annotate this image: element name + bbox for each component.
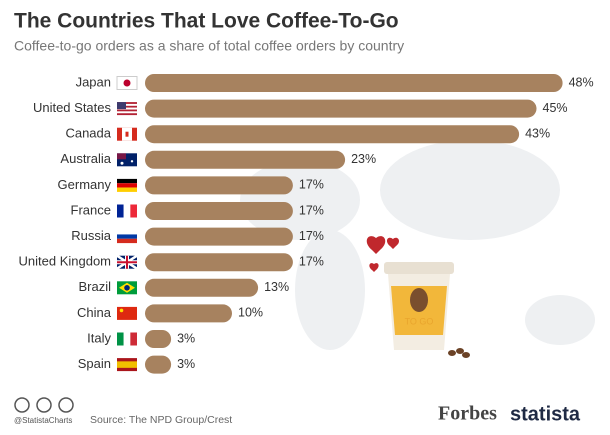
flag — [117, 178, 137, 184]
value-label: 23% — [351, 152, 376, 166]
bar — [145, 99, 537, 118]
flag — [117, 102, 126, 110]
flag — [117, 113, 137, 116]
value-label: 10% — [238, 306, 263, 320]
bar — [145, 227, 293, 246]
category-label: United States — [33, 100, 112, 115]
flag — [117, 102, 137, 104]
cup-label: TO GO — [405, 316, 434, 326]
value-label: 17% — [299, 178, 324, 192]
category-label: China — [77, 305, 112, 320]
flag — [117, 103, 137, 106]
flag — [130, 332, 137, 346]
source: Source: The NPD Group/Crest — [90, 414, 232, 426]
flag — [123, 332, 131, 346]
handle: @StatistaCharts — [14, 416, 72, 425]
category-label: Spain — [78, 356, 111, 371]
bar — [145, 74, 563, 92]
flag-icon — [117, 230, 137, 244]
value-label: 17% — [299, 229, 324, 243]
value-label: 17% — [299, 254, 324, 268]
category-label: France — [71, 202, 111, 217]
value-label: 43% — [525, 126, 550, 140]
flag — [130, 160, 134, 163]
flag — [117, 306, 137, 320]
flag-icon — [117, 204, 137, 218]
flag-icon — [117, 332, 137, 346]
chart-title: The Countries That Love Coffee-To-Go — [14, 10, 399, 33]
flag — [124, 285, 130, 291]
value-label: 17% — [299, 203, 324, 217]
category-label: Germany — [58, 177, 112, 192]
category-label: Japan — [76, 74, 111, 89]
flag — [117, 105, 137, 108]
bar — [145, 176, 293, 195]
flag — [117, 238, 137, 244]
bar — [145, 278, 259, 297]
flag-icon — [117, 127, 137, 141]
category-label: Australia — [60, 151, 111, 166]
value-label: 48% — [569, 75, 594, 89]
category-label: Brazil — [78, 279, 111, 294]
flag — [117, 107, 137, 110]
flag — [120, 161, 124, 165]
flag — [117, 153, 126, 160]
flag-icon — [117, 281, 137, 295]
category-label: United Kingdom — [19, 254, 112, 269]
category-label: Russia — [71, 228, 112, 243]
value-label: 3% — [177, 357, 195, 371]
flag — [117, 332, 124, 346]
bar — [145, 150, 346, 169]
flag-icon — [116, 254, 138, 270]
bar — [145, 202, 293, 220]
flag-icon — [117, 153, 137, 167]
value-label: 3% — [177, 331, 195, 345]
flag — [130, 204, 137, 218]
flag — [117, 255, 137, 269]
flag — [119, 308, 124, 313]
flag-icon — [117, 358, 137, 372]
chart-subtitle: Coffee-to-go orders as a share of total … — [14, 38, 404, 54]
flag-icon — [116, 76, 138, 90]
category-label: Canada — [65, 126, 111, 141]
flag — [117, 109, 137, 112]
flag — [123, 204, 131, 218]
bar — [145, 355, 172, 374]
logo-statista: statista — [510, 403, 581, 425]
flag — [117, 111, 137, 114]
license-icons — [14, 397, 74, 413]
bar — [145, 304, 232, 323]
flag-icon — [117, 102, 137, 116]
flag — [117, 234, 137, 239]
bar — [145, 253, 293, 272]
flag — [117, 361, 137, 368]
bar — [145, 125, 520, 144]
category-label: Italy — [87, 330, 111, 345]
flag-icon — [117, 306, 137, 320]
flag-icon — [117, 178, 137, 192]
flag — [123, 79, 131, 87]
flag — [125, 131, 129, 137]
value-label: 13% — [264, 280, 289, 294]
bar — [145, 330, 172, 348]
value-label: 45% — [543, 101, 568, 115]
flag — [117, 187, 137, 192]
flag — [117, 204, 124, 218]
logo-forbes: Forbes — [438, 403, 497, 425]
cup-illustration: TO GO — [366, 236, 470, 358]
flag — [117, 230, 137, 235]
flag — [117, 183, 137, 188]
